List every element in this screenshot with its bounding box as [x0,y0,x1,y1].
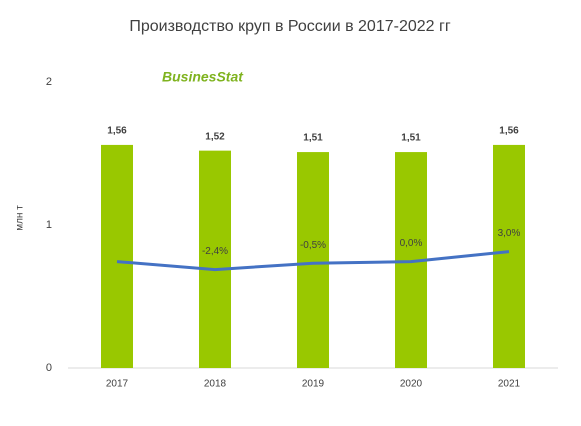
y-axis-label: млн т [15,205,26,231]
bar-value-label: 1,51 [401,133,421,144]
x-tick-label: 2018 [204,379,227,390]
y-tick-label: 2 [46,76,52,88]
line-value-label: 0,0% [400,238,423,249]
bar-value-label: 1,51 [303,133,323,144]
bar [493,144,525,368]
chart-title: Производство круп в России в 2017-2022 г… [129,18,450,35]
x-tick-label: 2020 [400,379,423,390]
line-value-label: -2,4% [202,246,228,257]
bar-value-label: 1,52 [205,131,225,142]
y-tick-label: 1 [46,219,52,231]
bar [297,152,329,368]
logo: BusinesStat [162,69,244,85]
y-tick-label: 0 [46,362,52,374]
bar-value-label: 1,56 [107,126,127,137]
bar [199,150,231,368]
x-tick-label: 2021 [498,379,521,390]
line-value-label: -0,5% [300,240,326,251]
x-tick-label: 2019 [302,379,325,390]
line-value-label: 3,0% [498,228,521,239]
bar [101,144,133,368]
line [116,250,510,272]
x-tick-label: 2017 [106,379,129,390]
bar-value-label: 1,56 [499,126,519,137]
